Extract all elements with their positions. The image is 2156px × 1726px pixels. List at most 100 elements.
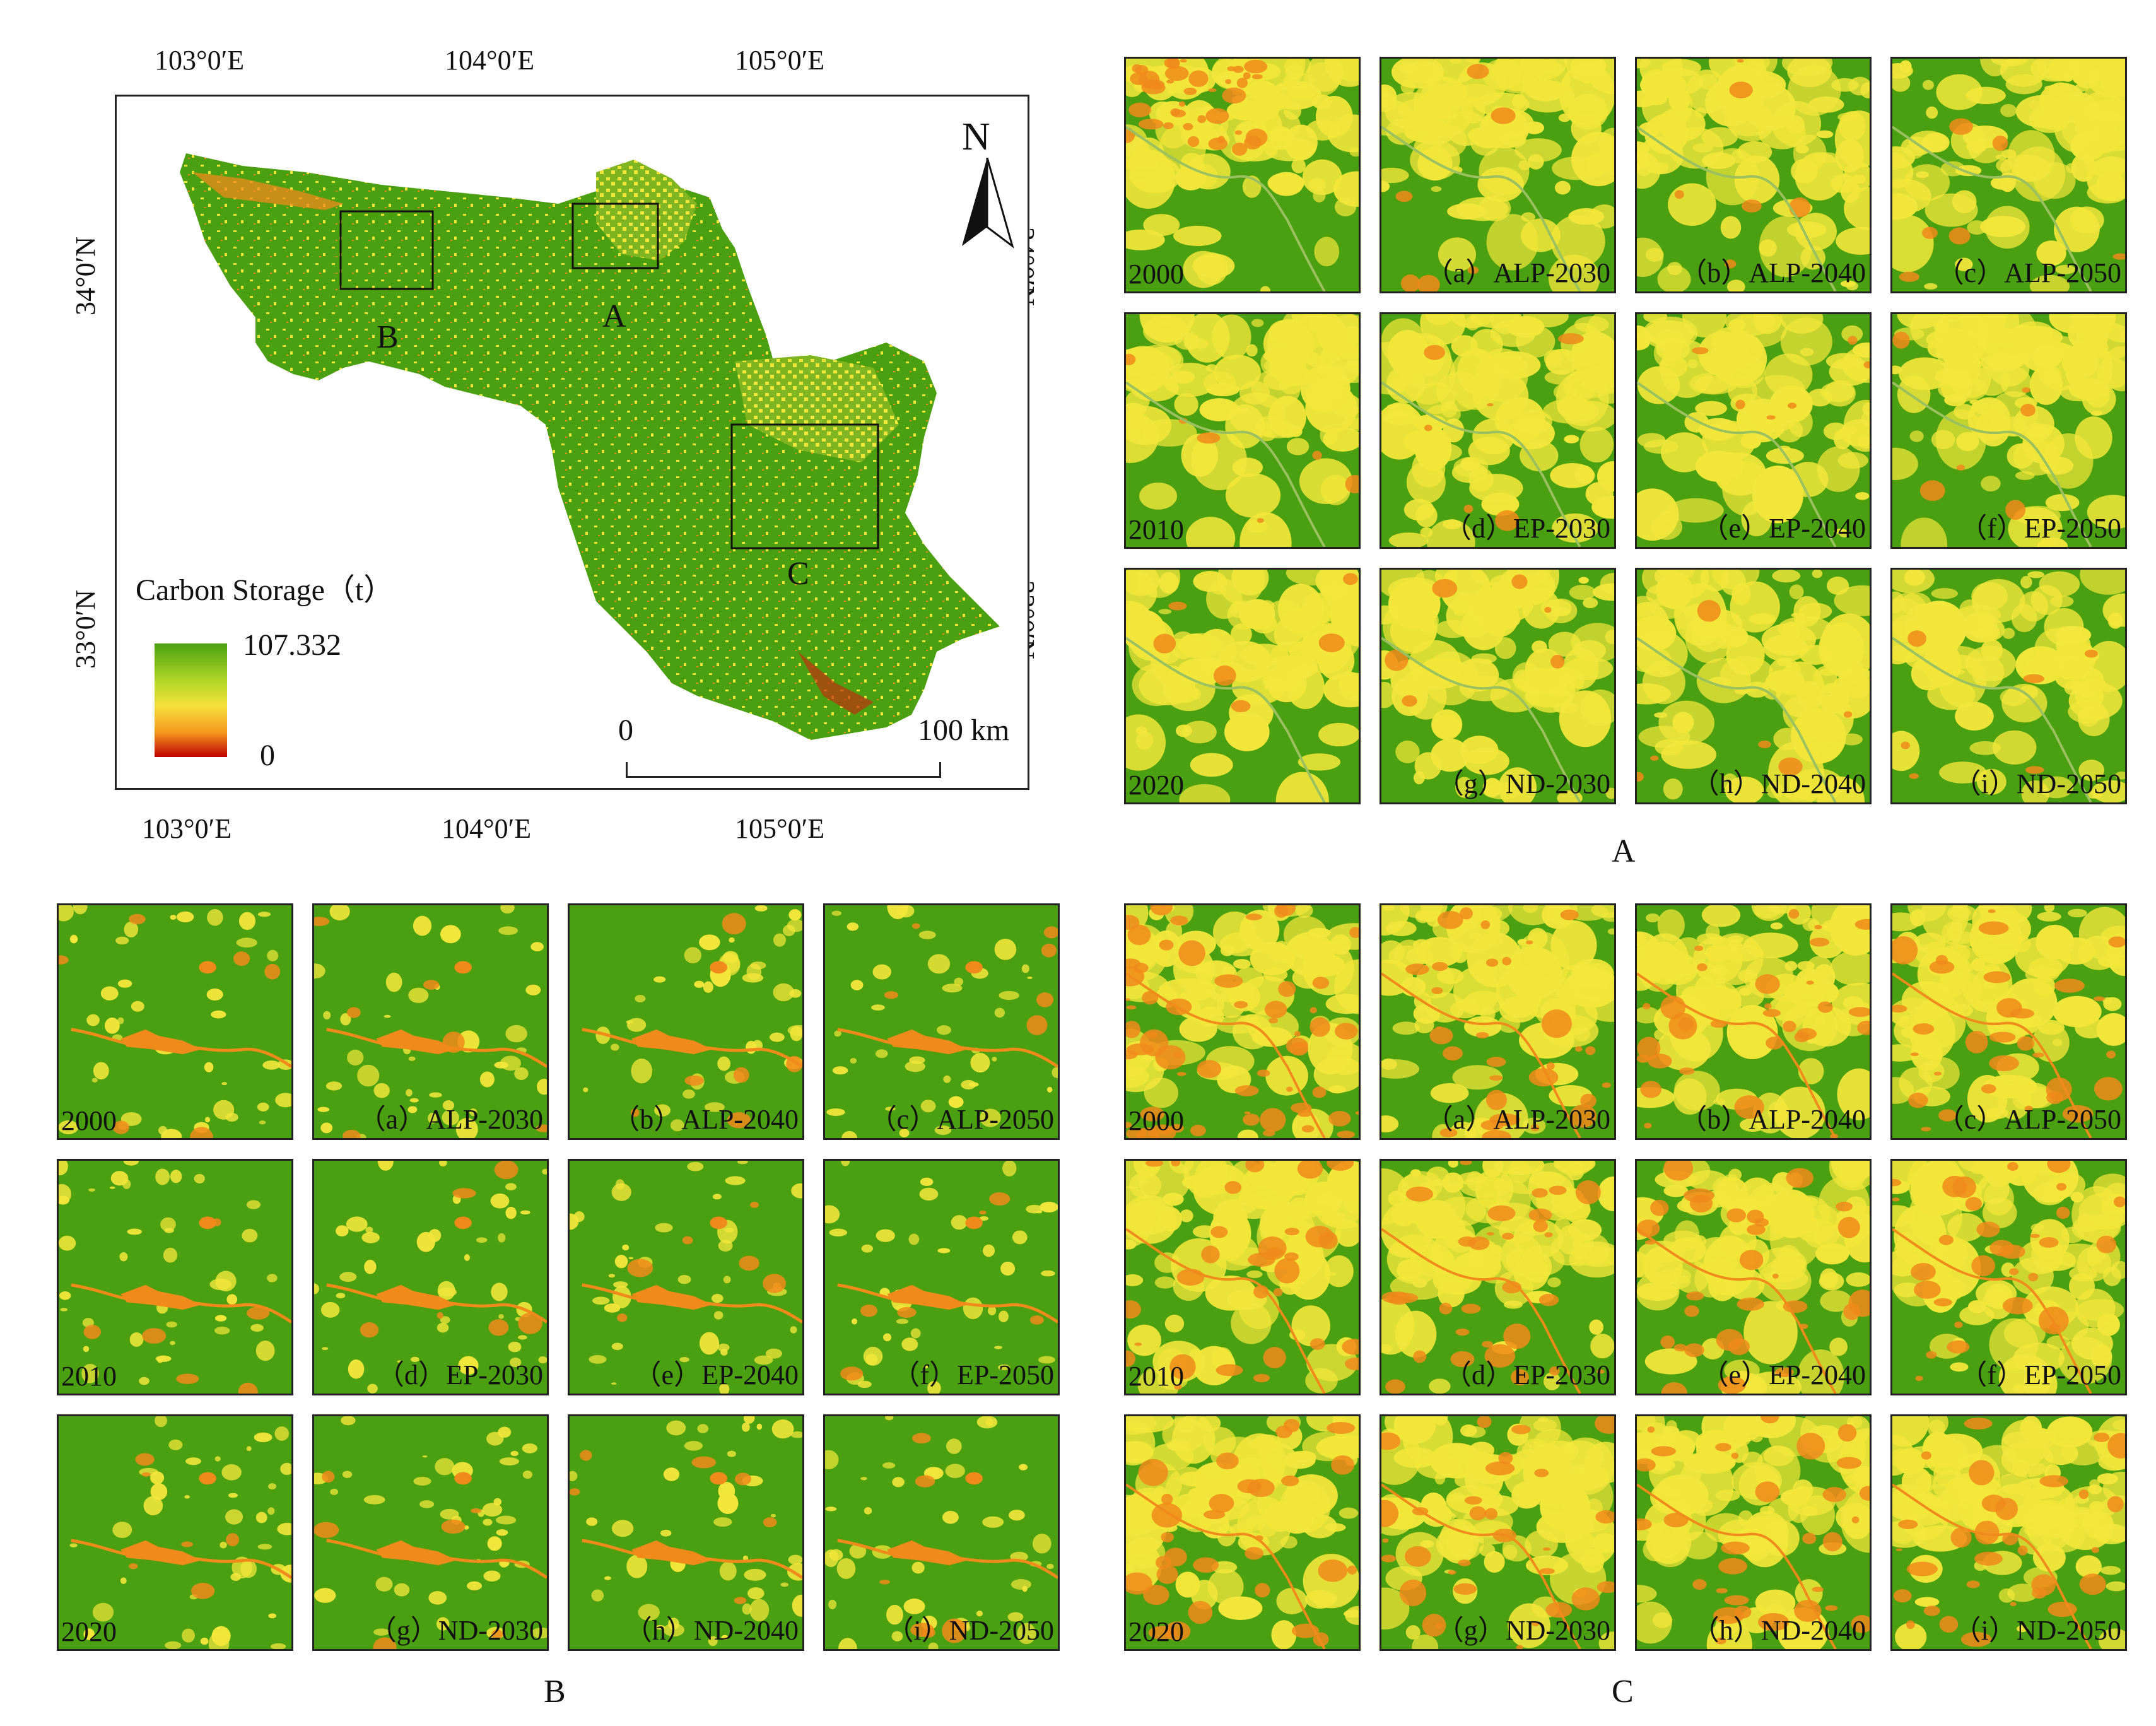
carbon-storage-raster (1381, 905, 1614, 1138)
panel-caption: （d）EP-2030 (377, 1359, 543, 1390)
study-area-svg (180, 153, 1000, 740)
carbon-storage-raster (825, 1416, 1058, 1649)
map-panel-b-0-0: 2000 (57, 903, 293, 1140)
map-panel-a-0-2: （b）ALP-2040 (1635, 57, 1872, 293)
map-panel-a-1-0: 2010 (1124, 312, 1361, 549)
map-panel-c-1-2: （e）EP-2040 (1635, 1159, 1872, 1395)
panel-caption: 2000 (1128, 1105, 1184, 1136)
map-panel-c-1-1: （d）EP-2030 (1380, 1159, 1616, 1395)
panel-caption: 2010 (1128, 1361, 1184, 1392)
panel-caption: （h）ND-2040 (1691, 768, 1866, 799)
panel-caption: （g）ND-2030 (1436, 768, 1610, 799)
north-arrow-icon (962, 158, 1014, 249)
map-panel-a-0-1: （a）ALP-2030 (1380, 57, 1616, 293)
map-panel-b-2-1: （g）ND-2030 (312, 1414, 549, 1651)
inset-box-b (339, 210, 434, 290)
group-label-c: C (1612, 1674, 1634, 1710)
legend-max: 107.332 (243, 628, 341, 662)
carbon-storage-raster (1892, 1416, 2125, 1649)
map-panel-a-1-3: （f）EP-2050 (1890, 312, 2127, 549)
carbon-storage-raster (314, 1161, 547, 1394)
inset-label-c: C (787, 556, 809, 592)
map-panel-c-0-0: 2000 (1124, 903, 1361, 1140)
carbon-storage-raster (1892, 59, 2125, 291)
panel-caption: （a）ALP-2030 (358, 1104, 543, 1135)
carbon-storage-raster (1381, 570, 1614, 802)
left-lat-label-33: 33°0′N (70, 590, 101, 669)
top-lon-label-105: 105°0′E (735, 45, 825, 76)
map-panel-b-1-3: （f）EP-2050 (823, 1159, 1060, 1395)
carbon-storage-raster (1126, 905, 1359, 1138)
map-panel-b-1-0: 2010 (57, 1159, 293, 1395)
panel-caption: （d）EP-2030 (1444, 1359, 1610, 1390)
panel-caption: （g）ND-2030 (1436, 1615, 1610, 1646)
map-panel-b-2-3: （i）ND-2050 (823, 1414, 1060, 1651)
panel-caption: 2020 (1128, 770, 1184, 801)
carbon-storage-raster (1381, 1161, 1614, 1394)
panel-caption: （e）EP-2040 (1701, 1359, 1866, 1390)
bottom-lon-label-103: 103°0′E (142, 813, 232, 844)
panel-caption: （b）ALP-2040 (1679, 257, 1866, 288)
map-panel-a-0-3: （c）ALP-2050 (1890, 57, 2127, 293)
map-panel-c-1-0: 2010 (1124, 1159, 1361, 1395)
carbon-storage-raster (1126, 314, 1359, 547)
panel-caption: （b）ALP-2040 (612, 1104, 799, 1135)
map-panel-c-0-1: （a）ALP-2030 (1380, 903, 1616, 1140)
group-label-b: B (544, 1674, 566, 1710)
map-panel-c-2-2: （h）ND-2040 (1635, 1414, 1872, 1651)
panel-caption: （b）ALP-2040 (1679, 1104, 1866, 1135)
panel-caption: （f）EP-2050 (1959, 1359, 2121, 1390)
carbon-storage-raster (1637, 314, 1870, 547)
panel-caption: （f）EP-2050 (1959, 513, 2121, 544)
carbon-storage-raster (570, 1416, 802, 1649)
map-panel-c-0-3: （c）ALP-2050 (1890, 903, 2127, 1140)
panel-caption: （f）EP-2050 (892, 1359, 1054, 1390)
inset-box-c (730, 423, 879, 549)
carbon-storage-raster (1892, 570, 2125, 802)
carbon-storage-raster (570, 905, 802, 1138)
carbon-storage-raster (1892, 1161, 2125, 1394)
map-panel-b-1-1: （d）EP-2030 (312, 1159, 549, 1395)
panel-caption: （a）ALP-2030 (1425, 257, 1610, 288)
inset-label-b: B (377, 319, 399, 355)
carbon-storage-raster (1381, 314, 1614, 547)
left-lat-label-34: 34°0′N (70, 237, 101, 315)
panel-caption: （a）ALP-2030 (1425, 1104, 1610, 1135)
panel-caption: 2020 (1128, 1616, 1184, 1647)
panel-caption: （i）ND-2050 (886, 1615, 1054, 1646)
map-panel-c-2-3: （i）ND-2050 (1890, 1414, 2127, 1651)
panel-caption: 2000 (1128, 259, 1184, 290)
map-panel-b-2-2: （h）ND-2040 (568, 1414, 804, 1651)
carbon-storage-raster (1637, 905, 1870, 1138)
carbon-storage-raster (314, 905, 547, 1138)
carbon-storage-raster (59, 1161, 291, 1394)
carbon-storage-raster (570, 1161, 802, 1394)
panel-caption: （e）EP-2040 (1701, 513, 1866, 544)
scalebar-start: 0 (618, 713, 633, 747)
panel-caption: （i）ND-2050 (1953, 1615, 2121, 1646)
carbon-storage-raster (1126, 1161, 1359, 1394)
carbon-storage-raster (825, 905, 1058, 1138)
map-panel-c-2-1: （g）ND-2030 (1380, 1414, 1616, 1651)
legend-color-ramp (155, 643, 227, 757)
carbon-storage-raster (1637, 1416, 1870, 1649)
panel-caption: （c）ALP-2050 (869, 1104, 1054, 1135)
top-lon-label-104: 104°0′E (445, 45, 535, 76)
panel-caption: （c）ALP-2050 (1936, 257, 2121, 288)
inset-box-a (571, 203, 659, 269)
map-panel-c-1-3: （f）EP-2050 (1890, 1159, 2127, 1395)
panel-caption: 2010 (1128, 514, 1184, 545)
carbon-storage-raster (1637, 570, 1870, 802)
panel-caption: （h）ND-2040 (624, 1615, 799, 1646)
carbon-storage-raster (1126, 59, 1359, 291)
scalebar-end: 100 km (918, 713, 1010, 747)
carbon-storage-raster (1381, 59, 1614, 291)
panel-caption: （d）EP-2030 (1444, 513, 1610, 544)
map-panel-c-0-2: （b）ALP-2040 (1635, 903, 1872, 1140)
map-panel-a-2-2: （h）ND-2040 (1635, 568, 1872, 804)
carbon-storage-raster (825, 1161, 1058, 1394)
carbon-storage-raster (1637, 59, 1870, 291)
panel-caption: 2010 (61, 1361, 117, 1392)
map-panel-a-2-0: 2020 (1124, 568, 1361, 804)
legend-min: 0 (260, 739, 275, 772)
